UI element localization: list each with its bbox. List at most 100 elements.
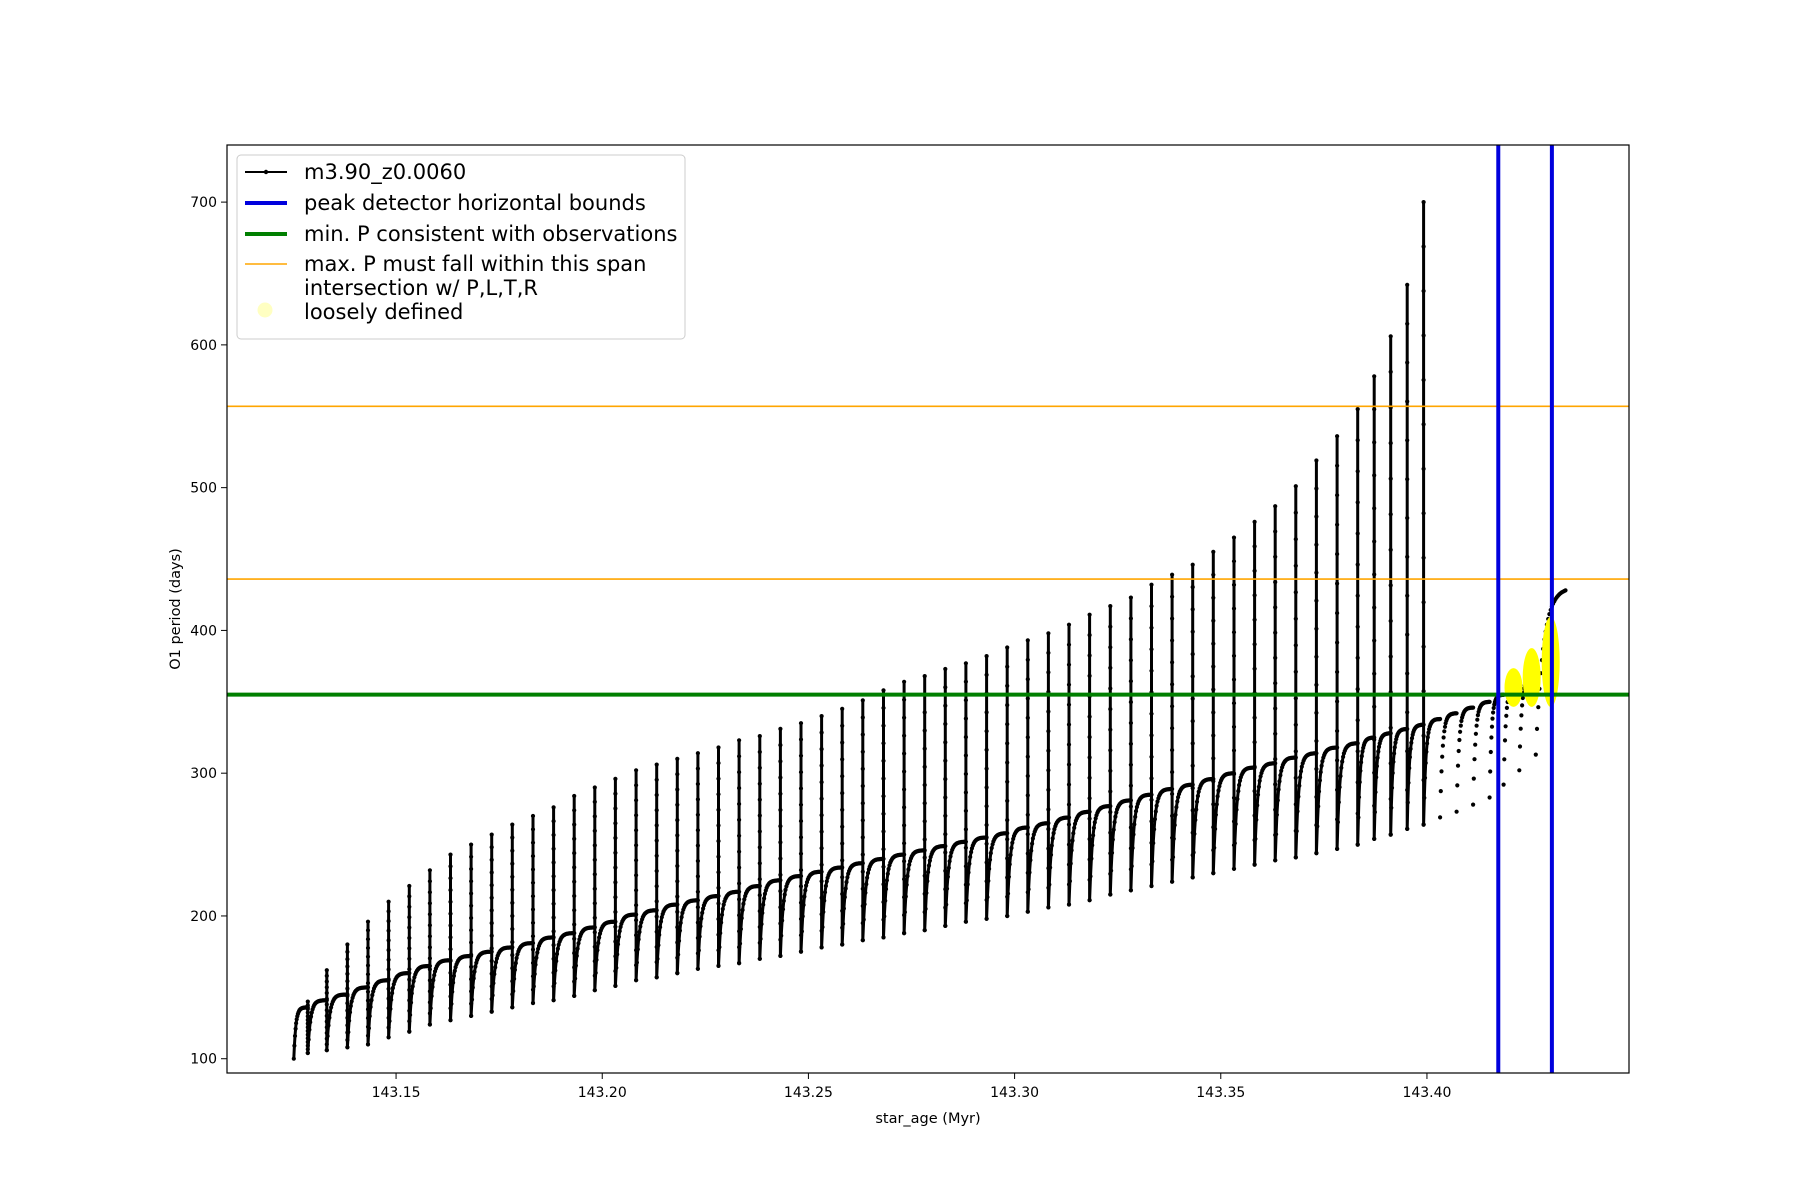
series-marker — [448, 958, 453, 964]
series-marker — [1405, 399, 1410, 404]
series-marker — [451, 973, 456, 979]
series-marker — [1534, 0, 1538, 2]
series-marker — [1174, 805, 1179, 810]
series-marker — [654, 823, 659, 828]
series-marker — [407, 925, 412, 930]
series-marker — [1488, 0, 1492, 2]
series-marker — [613, 909, 618, 915]
series-marker — [1151, 841, 1156, 846]
series-marker — [573, 976, 578, 981]
legend-entry-1: m3.90_z0.0060 — [245, 160, 466, 185]
series-marker — [1190, 808, 1195, 813]
series-marker — [294, 1021, 299, 1026]
series-marker — [943, 844, 948, 849]
series-marker — [469, 842, 474, 847]
series-marker — [1536, 705, 1541, 710]
series-marker — [675, 818, 680, 823]
series-marker — [1471, 776, 1476, 781]
series-marker — [469, 866, 474, 872]
series-marker — [1372, 506, 1377, 511]
series-marker — [471, 976, 476, 981]
series-marker — [1471, 0, 1475, 2]
series-marker — [1293, 696, 1298, 701]
series-marker — [530, 934, 536, 939]
series-marker — [1405, 749, 1410, 754]
series-marker — [1355, 500, 1360, 505]
series-marker — [1010, 840, 1015, 845]
series-marker — [1471, 0, 1475, 2]
series-marker — [819, 879, 824, 884]
series-marker — [1319, 763, 1324, 768]
series-marker — [1273, 807, 1278, 812]
series-marker — [1066, 882, 1072, 887]
series-marker — [886, 866, 891, 872]
series-marker — [1534, 0, 1538, 2]
series-marker — [1046, 846, 1051, 851]
series-marker — [365, 919, 371, 924]
series-marker — [864, 882, 869, 887]
series-marker — [613, 865, 618, 870]
series-marker — [346, 1030, 351, 1035]
series-marker — [1276, 787, 1281, 792]
series-marker — [1231, 606, 1237, 611]
series-marker — [1005, 664, 1010, 669]
series-marker — [1502, 0, 1506, 2]
series-marker — [592, 930, 597, 935]
series-marker — [1128, 741, 1133, 747]
series-marker — [1128, 888, 1133, 893]
series-marker — [1191, 850, 1196, 855]
series-marker — [613, 850, 618, 855]
series-marker — [407, 915, 412, 920]
series-marker — [1421, 466, 1426, 471]
series-marker — [324, 1048, 329, 1053]
series-marker — [963, 771, 969, 777]
series-marker — [613, 939, 618, 944]
series-marker — [801, 902, 806, 908]
series-marker — [1471, 0, 1475, 2]
series-marker — [1357, 780, 1362, 785]
series-marker — [675, 787, 680, 792]
series-marker — [737, 817, 742, 823]
series-marker — [697, 934, 702, 939]
y-tick-label: 200 — [190, 909, 217, 925]
series-marker — [1211, 641, 1216, 646]
series-marker — [533, 962, 538, 967]
series-marker — [530, 987, 536, 992]
series-marker — [1316, 789, 1322, 794]
series-marker — [1488, 0, 1492, 2]
series-marker — [410, 984, 415, 989]
series-marker — [654, 777, 659, 782]
series-marker — [860, 938, 865, 943]
series-marker — [675, 833, 680, 838]
series-marker — [1273, 681, 1278, 686]
series-marker — [1424, 749, 1429, 754]
series-marker — [1066, 815, 1072, 820]
series-marker — [1087, 735, 1092, 740]
series-marker — [1335, 434, 1340, 439]
series-marker — [1489, 735, 1494, 740]
series-marker — [906, 867, 911, 872]
series-marker — [365, 937, 371, 942]
series-marker — [365, 972, 371, 977]
series-marker — [799, 929, 805, 934]
series-marker — [1441, 735, 1446, 740]
series-marker — [1502, 0, 1506, 2]
series-marker — [695, 920, 701, 925]
series-marker — [407, 1019, 412, 1024]
series-marker — [1442, 724, 1448, 729]
series-marker — [365, 981, 371, 986]
series-marker — [716, 776, 721, 781]
series-marker — [1390, 770, 1395, 776]
series-marker — [365, 985, 371, 990]
series-marker — [804, 883, 809, 888]
series-marker — [1472, 757, 1477, 762]
series-marker — [1355, 562, 1360, 567]
series-marker — [324, 1008, 329, 1013]
series-marker — [739, 916, 744, 921]
series-marker — [530, 941, 536, 946]
series-marker — [1454, 711, 1459, 716]
series-marker — [592, 886, 597, 891]
series-marker — [1335, 640, 1340, 645]
series-marker — [860, 861, 865, 866]
series-marker — [1087, 898, 1092, 903]
